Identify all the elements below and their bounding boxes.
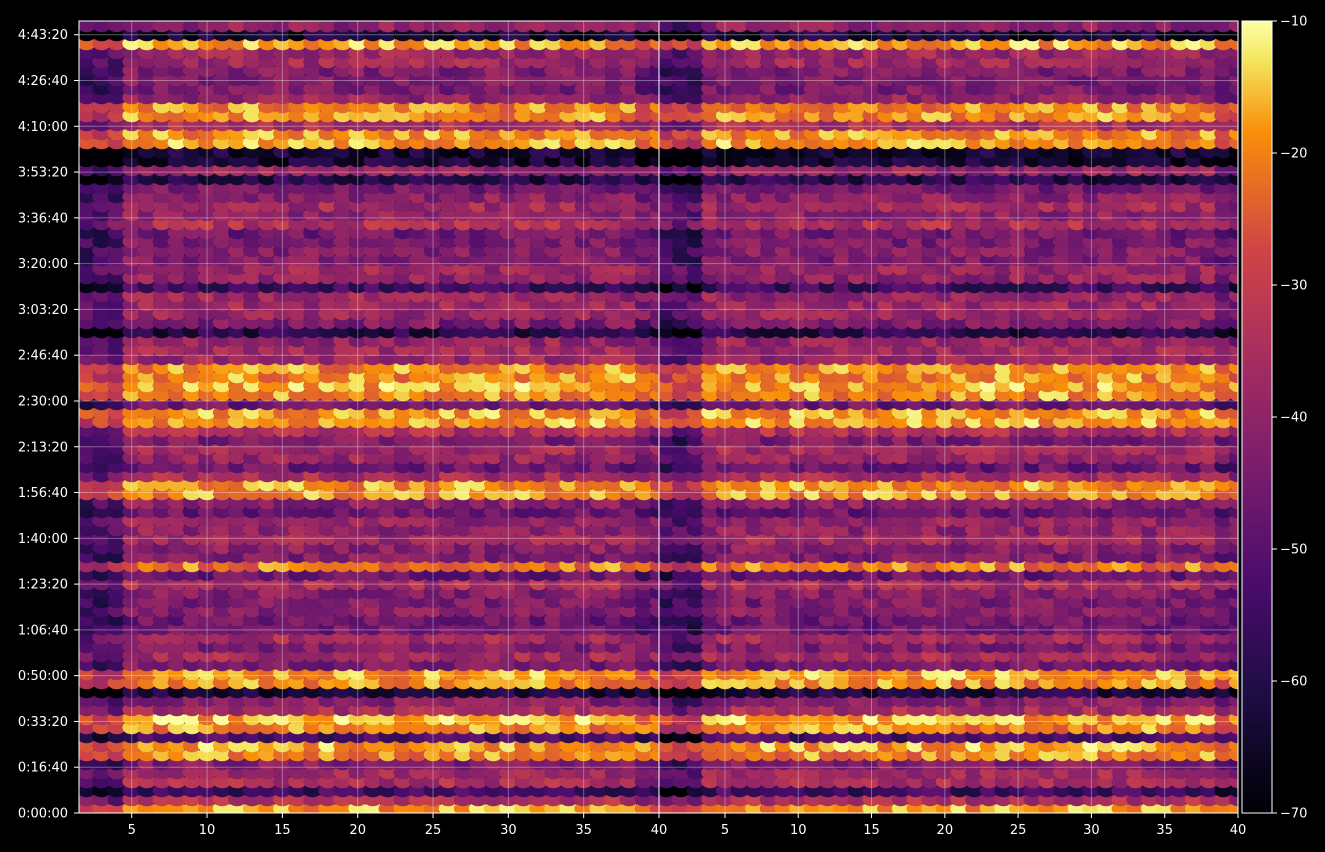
left-heatmap-cells [79, 21, 659, 813]
heatmap-cell [499, 21, 518, 33]
heatmap-cell [137, 21, 157, 33]
heatmap-cell [408, 21, 428, 33]
heatmap-cell [544, 21, 563, 33]
heatmap-cell [212, 21, 232, 33]
heatmap-cell [288, 21, 307, 33]
heatmap-cell [303, 21, 322, 33]
heatmap-cell [122, 21, 141, 33]
heatmap-cell [197, 21, 217, 33]
heatmap-cell [378, 21, 398, 33]
heatmap-cell [649, 21, 659, 33]
heatmap-cell [363, 21, 383, 33]
heatmap-cell [423, 21, 443, 33]
heatmap-cell [393, 21, 413, 33]
heatmap-cell [574, 21, 593, 33]
left-gridlines [79, 21, 660, 814]
left-panel [79, 21, 660, 814]
right-panel [659, 21, 1239, 814]
heatmap-cell [529, 21, 548, 33]
heatmap-cell [589, 21, 608, 33]
heatmap-cell [79, 21, 96, 33]
heatmap-cell [242, 21, 262, 33]
heatmap-cell [619, 21, 639, 33]
heatmap-cell [559, 21, 578, 33]
heatmap-cell [92, 21, 111, 33]
right-heatmap-cells [659, 21, 1238, 813]
heatmap-cell [604, 21, 624, 33]
heatmap-cell [107, 21, 126, 33]
heatmap-cell [258, 21, 277, 33]
heatmap-cell [227, 21, 247, 33]
heatmap-cell [152, 21, 172, 33]
heatmap-cell [438, 21, 458, 33]
heatmap-cell [333, 21, 352, 33]
heatmap-cell [348, 21, 367, 33]
heatmap-cell [453, 21, 473, 33]
heatmap-cell [468, 21, 488, 33]
heatmap-cell [514, 21, 533, 33]
heatmap-cell [167, 21, 187, 33]
heatmap-cell [182, 21, 202, 33]
heatmap-cell [273, 21, 292, 33]
heatmap-cell [318, 21, 337, 33]
heatmap-cell [634, 21, 654, 33]
heatmap-cell [484, 21, 503, 33]
